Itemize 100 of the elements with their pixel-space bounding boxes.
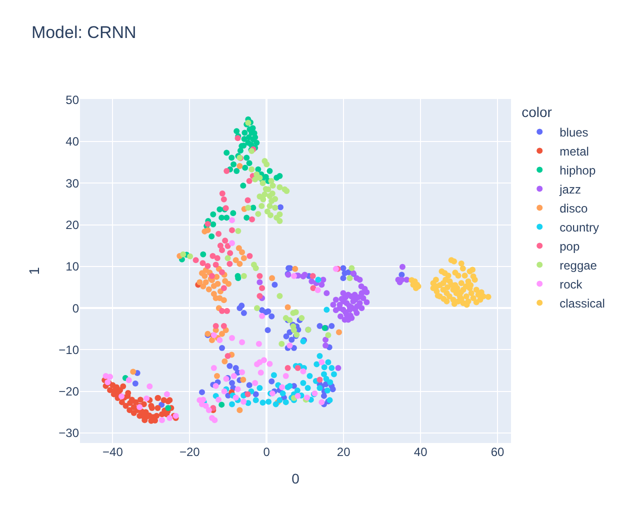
point: [280, 390, 286, 396]
legend-label: metal: [560, 144, 589, 158]
x-tick-label: −20: [179, 445, 200, 459]
point: [208, 273, 215, 279]
point: [294, 392, 301, 399]
point: [198, 270, 205, 276]
point: [229, 217, 235, 224]
point: [219, 269, 225, 276]
point: [180, 251, 186, 258]
point: [224, 243, 231, 250]
point: [270, 372, 277, 378]
point: [327, 379, 334, 386]
point: [240, 273, 247, 279]
point: [239, 249, 246, 256]
point: [224, 352, 231, 359]
x-tick-label: −40: [102, 445, 124, 459]
point: [266, 360, 273, 367]
y-tick-label: 50: [66, 93, 80, 108]
point: [110, 382, 116, 388]
y-axis-title: 1: [26, 266, 42, 275]
point: [126, 377, 132, 384]
point: [146, 383, 153, 390]
point: [144, 395, 150, 402]
point: [249, 216, 256, 222]
point: [229, 227, 235, 234]
point: [324, 306, 330, 313]
point: [252, 380, 258, 386]
point: [284, 365, 291, 372]
point: [224, 255, 231, 262]
point: [294, 365, 301, 372]
point: [256, 193, 263, 200]
point: [259, 312, 266, 319]
point: [240, 255, 247, 262]
point: [330, 371, 337, 378]
point: [230, 372, 237, 379]
point: [300, 380, 306, 386]
point: [260, 400, 266, 406]
point: [336, 329, 342, 336]
point: [267, 212, 274, 218]
point: [166, 415, 173, 422]
point: [220, 322, 227, 329]
y-tick-label: −10: [58, 342, 80, 357]
point: [254, 361, 260, 368]
point: [137, 396, 144, 403]
point: [244, 197, 251, 204]
point: [346, 275, 353, 282]
point: [232, 394, 239, 401]
point: [204, 227, 211, 234]
point: [236, 245, 242, 252]
point: [325, 332, 332, 338]
point: [252, 397, 259, 404]
legend-title: color: [522, 104, 552, 120]
point: [266, 203, 273, 210]
point: [130, 404, 137, 410]
point: [324, 388, 330, 394]
point: [232, 257, 239, 264]
point: [264, 161, 270, 168]
point: [212, 382, 219, 389]
point: [321, 364, 328, 370]
point: [200, 260, 206, 266]
point: [269, 190, 276, 197]
point: [212, 417, 218, 424]
point: [222, 238, 228, 244]
point: [192, 257, 199, 264]
point: [260, 180, 266, 186]
point: [236, 407, 243, 414]
point: [219, 190, 226, 197]
point: [217, 288, 224, 294]
point: [127, 400, 134, 406]
point: [266, 398, 272, 405]
point: [248, 166, 255, 172]
legend-label: jazz: [558, 182, 581, 196]
point: [258, 370, 264, 376]
point: [118, 393, 125, 400]
point: [206, 286, 212, 292]
legend-label: reggae: [560, 258, 598, 272]
x-axis-title: 0: [292, 470, 300, 486]
point: [348, 265, 355, 272]
point: [217, 242, 224, 249]
point: [276, 218, 283, 224]
y-tick-label: 20: [66, 218, 80, 232]
point: [304, 385, 311, 392]
point: [268, 178, 274, 184]
point: [284, 304, 291, 310]
point: [252, 176, 258, 182]
point: [122, 402, 129, 409]
point: [187, 253, 194, 260]
point: [229, 401, 235, 408]
point: [212, 322, 219, 329]
y-tick-label: −20: [58, 384, 80, 399]
x-tick-label: 20: [336, 445, 351, 459]
point: [222, 358, 228, 364]
point: [276, 292, 283, 299]
point: [240, 376, 246, 383]
point: [229, 240, 235, 246]
point: [306, 372, 313, 379]
point: [316, 352, 323, 359]
point: [300, 368, 306, 374]
point: [219, 330, 225, 337]
point: [227, 250, 234, 256]
